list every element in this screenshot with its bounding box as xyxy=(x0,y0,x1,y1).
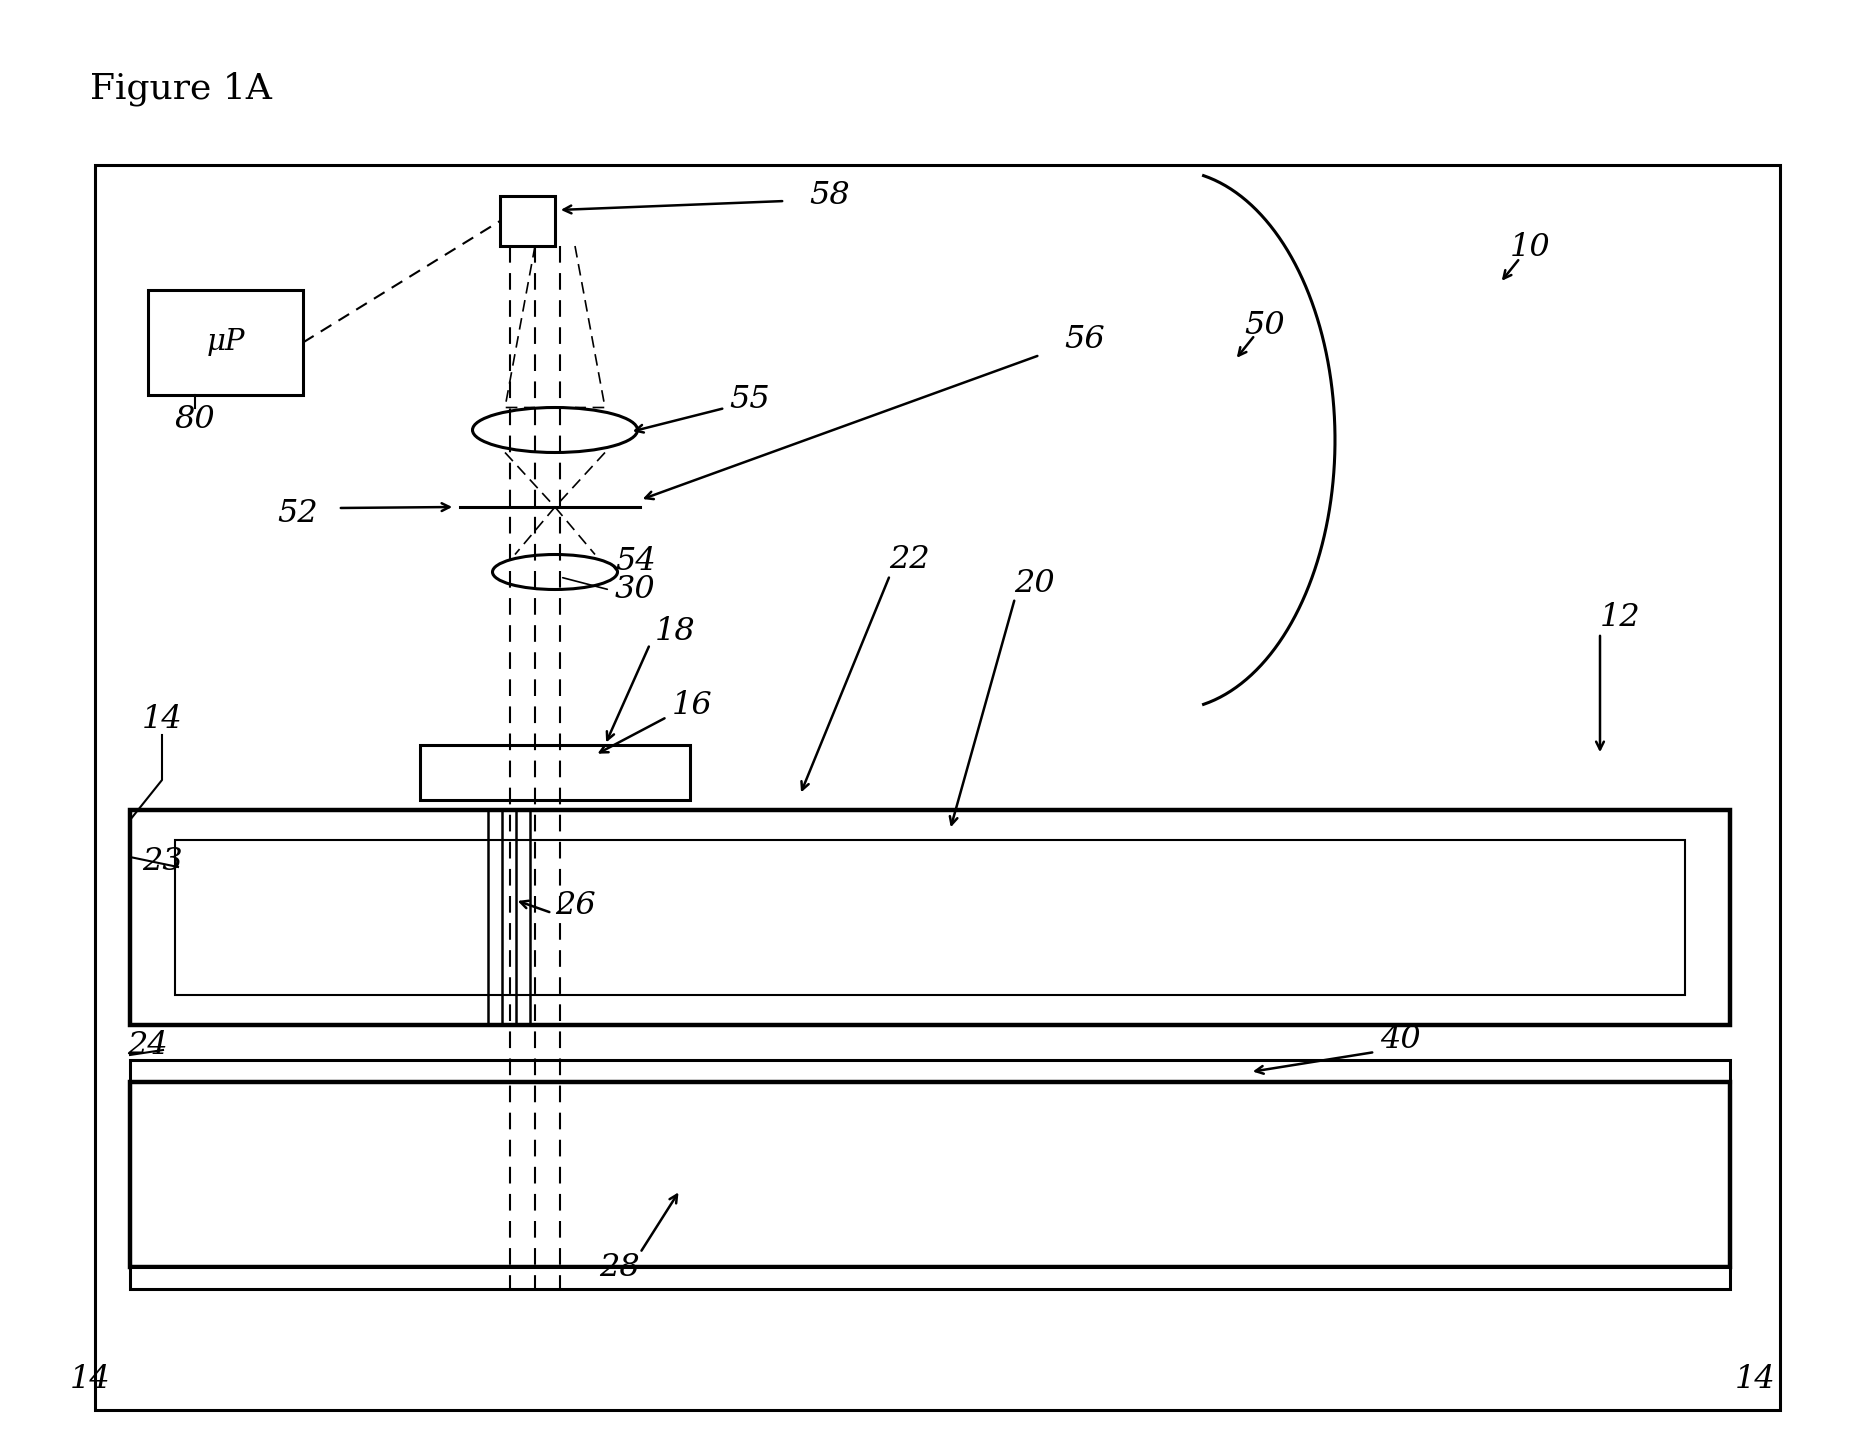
Bar xyxy=(420,744,689,800)
Bar xyxy=(174,840,1686,995)
Text: 20: 20 xyxy=(1015,567,1054,599)
Text: 30: 30 xyxy=(614,574,656,605)
Text: μP: μP xyxy=(206,329,245,356)
Bar xyxy=(96,164,1779,1410)
Text: 52: 52 xyxy=(277,497,318,528)
Bar xyxy=(129,1082,1731,1266)
Text: 56: 56 xyxy=(1064,324,1105,355)
Text: 23: 23 xyxy=(142,846,184,878)
Text: 10: 10 xyxy=(1510,233,1551,263)
Text: 16: 16 xyxy=(672,689,714,721)
Text: 14: 14 xyxy=(1734,1364,1776,1396)
Bar xyxy=(129,1060,1731,1082)
Text: 58: 58 xyxy=(809,180,850,211)
Text: 26: 26 xyxy=(554,890,596,920)
Bar xyxy=(500,196,554,246)
Text: 40: 40 xyxy=(1380,1025,1422,1056)
Text: 14: 14 xyxy=(142,705,182,736)
Text: 14: 14 xyxy=(69,1364,111,1396)
Text: 55: 55 xyxy=(730,384,770,416)
Text: 12: 12 xyxy=(1600,602,1641,634)
Bar xyxy=(129,810,1731,1025)
Ellipse shape xyxy=(472,407,637,452)
Ellipse shape xyxy=(493,554,618,589)
Text: 22: 22 xyxy=(890,544,931,576)
Text: 28: 28 xyxy=(599,1252,641,1284)
Text: 50: 50 xyxy=(1246,310,1285,340)
Text: 80: 80 xyxy=(174,404,215,436)
Bar xyxy=(148,289,303,395)
Text: 54: 54 xyxy=(614,547,656,577)
Text: 24: 24 xyxy=(127,1029,169,1060)
Text: 18: 18 xyxy=(656,616,695,647)
Text: Figure 1A: Figure 1A xyxy=(90,73,272,106)
Bar xyxy=(129,1266,1731,1290)
